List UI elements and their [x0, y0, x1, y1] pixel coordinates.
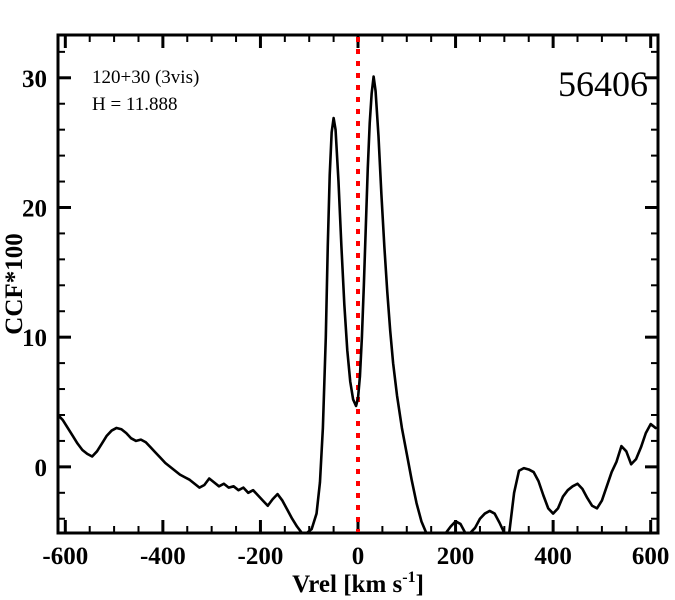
- x-axis-ticks: [63, 35, 653, 533]
- annotation-target-id: 120+30 (3vis): [92, 67, 199, 88]
- x-tick-label: 600: [632, 543, 670, 570]
- x-tick-label: 0: [352, 543, 365, 570]
- y-tick-label: 0: [35, 455, 48, 482]
- y-axis-title: CCF*100: [1, 233, 28, 334]
- y-axis-tick-labels: 0 10 20 30: [22, 66, 47, 482]
- y-tick-label: 10: [22, 325, 47, 352]
- y-tick-label: 20: [22, 195, 47, 222]
- x-tick-label: 400: [534, 543, 572, 570]
- x-tick-label: -200: [238, 543, 284, 570]
- x-axis-tick-labels: -600 -400 -200 0 200 400 600: [42, 543, 669, 570]
- x-axis-title: Vrel [km s-1]: [292, 569, 424, 598]
- x-tick-label: -400: [140, 543, 186, 570]
- ccf-series-line: [59, 75, 657, 532]
- y-axis-ticks: [58, 50, 658, 520]
- ccf-curve: [59, 75, 657, 532]
- annotation-h-magnitude: H = 11.888: [92, 94, 177, 115]
- epoch-label: 56406: [558, 64, 648, 104]
- y-tick-label: 30: [22, 66, 47, 93]
- x-tick-label: -600: [42, 543, 88, 570]
- x-tick-label: 200: [437, 543, 475, 570]
